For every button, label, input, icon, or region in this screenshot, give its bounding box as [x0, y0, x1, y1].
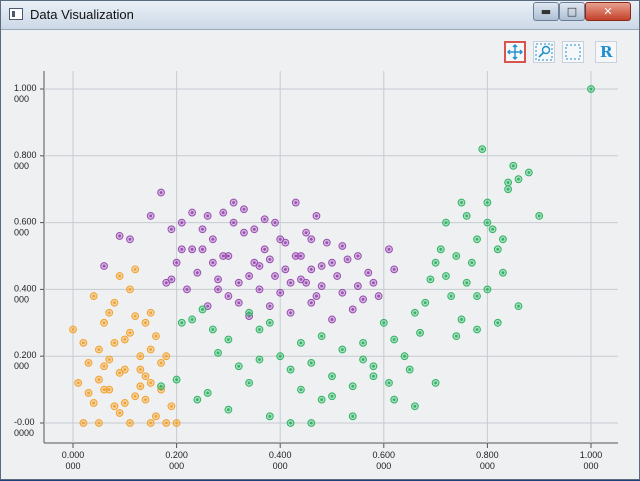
reset-icon: R	[600, 43, 613, 61]
client-area	[7, 30, 633, 475]
window-title: Data Visualization	[30, 7, 134, 22]
zoom-icon	[535, 43, 553, 61]
maximize-button[interactable]: □	[559, 2, 585, 21]
title-bar[interactable]: Data Visualization ▬ □ ✕	[1, 1, 639, 30]
close-button[interactable]: ✕	[585, 2, 631, 21]
pan-tool-button[interactable]	[504, 41, 526, 63]
maximize-icon: □	[566, 5, 578, 18]
pan-icon	[507, 44, 523, 60]
select-rect-tool-button[interactable]	[562, 41, 584, 63]
minimize-icon: ▬	[540, 5, 552, 18]
close-icon: ✕	[603, 5, 613, 18]
select-rect-icon	[565, 44, 581, 60]
app-icon	[9, 8, 23, 20]
zoom-tool-button[interactable]	[533, 41, 555, 63]
minimize-button[interactable]: ▬	[533, 2, 559, 21]
reset-tool-button[interactable]: R	[595, 41, 617, 63]
